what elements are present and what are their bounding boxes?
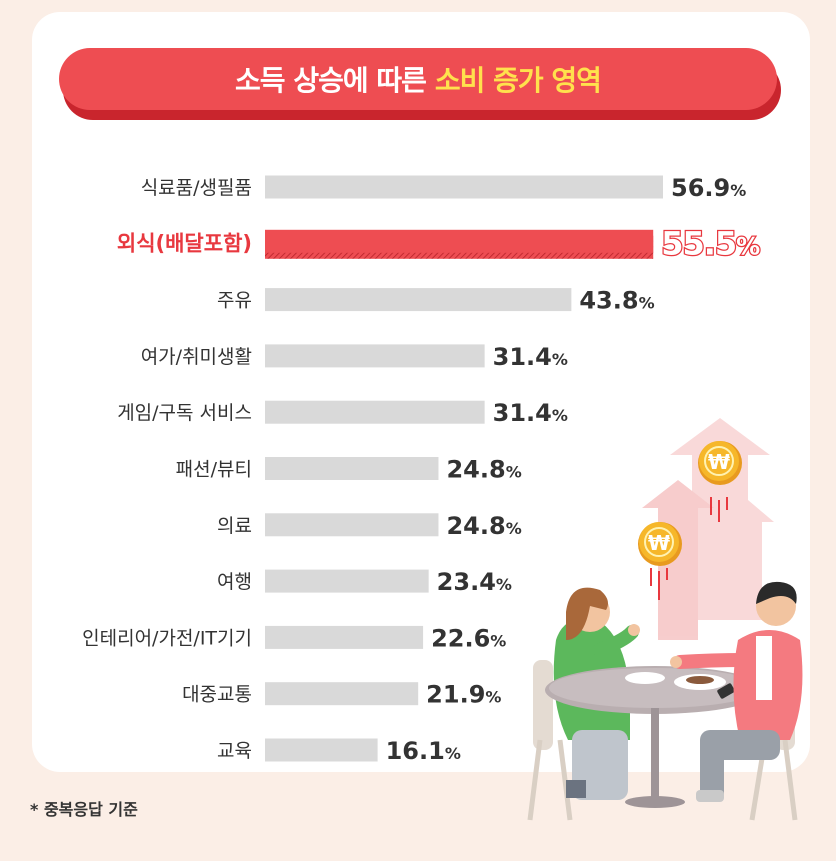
title-highlight: 소비 증가 영역 (434, 64, 602, 97)
value-label: 21.9% (426, 681, 501, 709)
category-label: 교육 (217, 740, 252, 762)
value-label: 16.1% (386, 737, 461, 765)
value-label: 24.8% (446, 512, 521, 540)
bar (265, 513, 439, 537)
value-label: 43.8% (579, 287, 654, 315)
value-label: 23.4% (437, 568, 512, 596)
category-label: 여행 (217, 571, 252, 593)
svg-text:₩: ₩ (648, 531, 670, 555)
category-label: 패션/뷰티 (176, 459, 252, 481)
value-label: 56.9% (671, 174, 746, 202)
category-label: 외식(배달포함) (117, 231, 252, 255)
value-label: 31.4% (493, 399, 568, 427)
bar (265, 288, 572, 312)
category-label: 여가/취미생활 (141, 346, 252, 368)
category-label: 대중교통 (182, 684, 252, 706)
won-coin-icon: ₩ (698, 441, 742, 485)
value-label: 22.6% (431, 624, 506, 652)
bar (265, 738, 378, 762)
bar (265, 175, 663, 199)
couple-dining-illustration: ₩ ₩ (527, 418, 803, 821)
category-label: 인테리어/가전/IT기기 (82, 627, 252, 649)
svg-text:₩: ₩ (708, 450, 730, 474)
category-label: 의료 (217, 515, 252, 537)
category-label: 식료품/생필품 (141, 177, 252, 199)
value-label: 24.8% (446, 456, 521, 484)
won-coin-icon: ₩ (638, 522, 682, 566)
category-label: 게임/구독 서비스 (117, 402, 252, 424)
bar (265, 569, 429, 593)
bar (265, 400, 485, 424)
category-label: 주유 (217, 290, 252, 312)
value-label: 55.5% (661, 224, 760, 262)
bar (265, 625, 424, 649)
bar (265, 457, 439, 480)
footnote: * 중복응답 기준 (30, 800, 138, 819)
title-prefix: 소득 상승에 따른 (235, 64, 427, 97)
value-label: 31.4% (493, 343, 568, 371)
bar (265, 229, 654, 253)
title-banner: 소득 상승에 따른 소비 증가 영역 (59, 48, 777, 110)
bar (265, 344, 485, 368)
bar (265, 682, 419, 706)
